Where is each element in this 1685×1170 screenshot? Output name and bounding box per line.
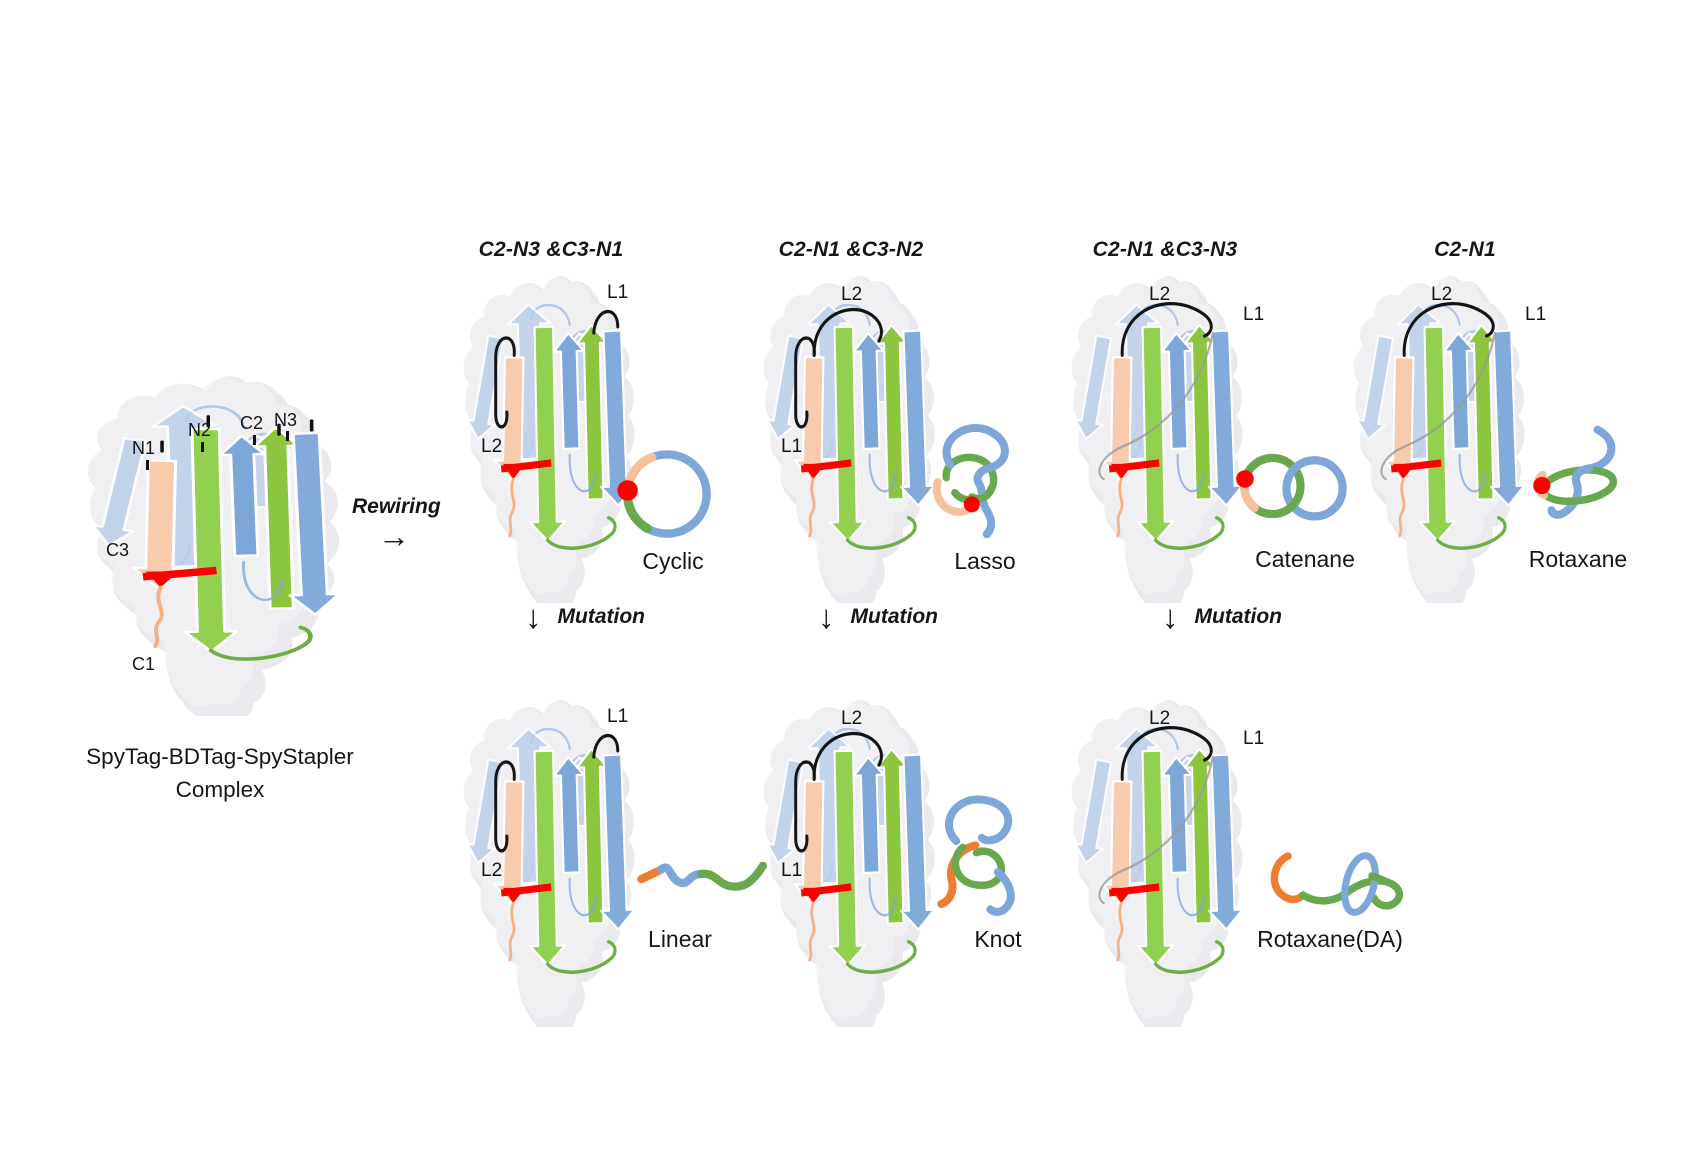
loop-label-l1: L1 [781,860,803,881]
loop-label-l1: L1 [781,436,803,457]
panel-header: C2-N1 &C3-N3 [1092,238,1238,261]
down-arrow-icon: ↓ [1162,598,1179,635]
protein-structure-rotaxane-da [1071,700,1244,1027]
linear-topology-icon [637,861,768,891]
catenane-topology-icon [1236,453,1347,521]
protein-structure-cyclic [463,276,636,603]
panel-catenane: C2-N1 &C3-N3 L2 L1 Catenane [1063,238,1483,658]
down-arrow-icon: ↓ [525,598,542,635]
topology-name: Rotaxane(DA) [1257,926,1403,952]
topology-name: Rotaxane [1528,546,1628,572]
loop-label-l2: L2 [841,708,863,729]
lasso-topology-icon [932,424,1009,539]
protein-structure-catenane [1071,276,1244,603]
terminal-label-n2: N2 [188,420,212,440]
loop-label-l1: L1 [1525,304,1547,325]
topology-name: Knot [974,926,1022,952]
loop-label-l2: L2 [1149,708,1171,729]
panel-linear: L2 L1 Linear [455,662,875,1082]
rotaxane-da-topology-icon [1270,852,1404,916]
panel-header: C2-N3 &C3-N1 [478,238,624,261]
terminal-label-c2: C2 [240,413,264,433]
cyclic-topology-icon [617,450,711,538]
mutation-label: Mutation [557,604,645,628]
panel-header: C2-N1 [1434,238,1496,261]
panel-complex: N1 N2 C2 N3 C3 C1 SpyTag-BDTag-SpyStaple… [70,368,390,828]
terminal-label-c1: C1 [132,654,156,674]
loop-label-l2: L2 [1431,284,1453,305]
terminal-label-n1: N1 [132,438,156,458]
right-arrow-icon: → [378,518,410,554]
topology-name: Cyclic [642,548,704,574]
down-arrow-icon: ↓ [818,598,835,635]
mutation-step: ↓ Mutation [1162,600,1282,633]
topology-name: Catenane [1255,546,1355,572]
terminal-tick [253,435,256,445]
loop-label-l2: L2 [481,860,503,881]
terminal-tick [146,460,149,470]
panel-rotaxane-da: L2 L1 Rotaxane(DA) [1063,662,1483,1082]
mutation-step: ↓ Mutation [818,600,938,633]
loop-label-l1: L1 [1243,304,1265,325]
terminal-label-n3: N3 [274,410,298,430]
protein-structure-lasso [763,276,936,603]
loop-label-l2: L2 [481,436,503,457]
protein-structure-knot [763,700,936,1027]
complex-caption: SpyTag-BDTag-SpyStapler Complex [52,740,388,806]
mutation-label: Mutation [1194,604,1282,628]
loop-label-l1: L1 [607,706,629,727]
terminal-tick [201,442,204,452]
panel-lasso: C2-N1 &C3-N2 L2 L1 Lasso [755,238,1175,658]
mutation-step: ↓ Mutation [525,600,645,633]
terminal-label-c3: C3 [106,540,130,560]
panel-header: C2-N1 &C3-N2 [778,238,924,261]
mutation-label: Mutation [850,604,938,628]
rewiring-label: Rewiring [352,495,441,518]
loop-label-l2: L2 [841,284,863,305]
rewiring-step: Rewiring → [352,495,441,554]
knot-topology-icon [937,795,1015,916]
panel-knot: L2 L1 Knot [755,662,1175,1082]
panel-cyclic: C2-N3 &C3-N1 L2 L1 Cyclic [455,238,875,658]
protein-structure-complex [87,376,341,716]
topology-name: Linear [648,926,712,952]
loop-label-l2: L2 [1149,284,1171,305]
caption-line-2: Complex [175,777,265,802]
panel-rotaxane: C2-N1 L2 L1 Rotaxane [1345,238,1685,658]
loop-label-l1: L1 [607,282,629,303]
rotaxane-topology-icon [1533,425,1618,519]
terminal-tick [286,431,289,441]
protein-structure-linear [463,700,636,1027]
topology-name: Lasso [954,548,1016,574]
loop-label-l1: L1 [1243,728,1265,749]
protein-structure-rotaxane [1353,276,1526,603]
caption-line-1: SpyTag-BDTag-SpyStapler [86,744,354,769]
